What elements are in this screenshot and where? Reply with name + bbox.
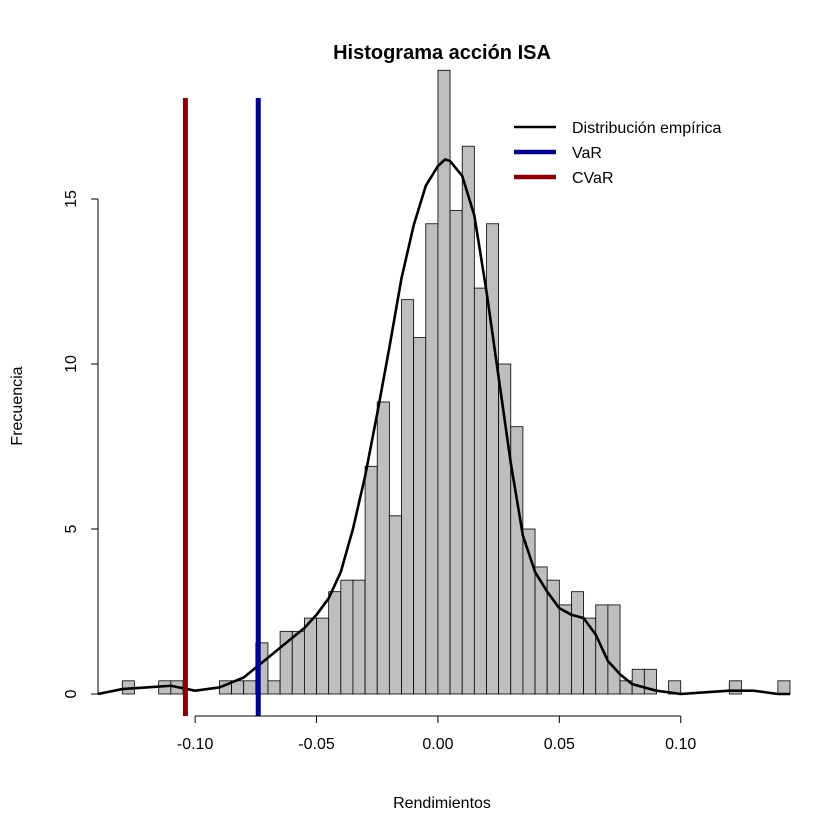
x-axis: -0.10 -0.05 0.00 0.05 0.10 [177, 715, 696, 753]
histogram-bar [328, 591, 342, 695]
histogram-bar [340, 579, 354, 695]
histogram-bar [243, 680, 257, 695]
histogram-bar [583, 617, 597, 695]
histogram-bar [558, 604, 572, 695]
histogram-bar [607, 604, 621, 695]
y-tick-label: 10 [63, 355, 80, 373]
histogram-bar [352, 579, 366, 695]
histogram-bar [364, 465, 378, 695]
chart-title: Histograma acción ISA [333, 42, 551, 64]
legend-label: VaR [572, 145, 602, 162]
histogram-bar [449, 210, 463, 695]
histogram-bar [413, 337, 427, 695]
x-axis-label: Rendimientos [393, 795, 491, 812]
histogram-bar [316, 617, 330, 695]
histogram-bar [728, 680, 742, 695]
legend: Distribución empírica VaR CVaR [514, 120, 721, 187]
histogram-bar [401, 299, 415, 695]
histogram-bar [461, 145, 475, 695]
x-tick-label: -0.05 [298, 736, 335, 753]
density-curve [97, 158, 790, 696]
histogram-bar [534, 566, 548, 695]
histogram-bar [546, 579, 560, 695]
x-tick-label: 0.00 [422, 736, 453, 753]
histogram-bar [303, 617, 317, 695]
x-tick-label: 0.05 [544, 736, 575, 753]
histogram-bar [388, 515, 402, 695]
legend-label: Distribución empírica [572, 120, 721, 137]
x-tick-label: -0.10 [177, 736, 214, 753]
histogram-bar [473, 287, 487, 695]
histogram-bar [425, 223, 439, 695]
legend-label: CVaR [572, 170, 614, 187]
histogram-bar [571, 591, 585, 695]
y-tick-label: 5 [63, 524, 80, 533]
x-tick-label: 0.10 [665, 736, 696, 753]
density-curve-group [97, 158, 790, 696]
histogram-bar [267, 680, 281, 695]
histogram-bars [121, 69, 791, 695]
histogram-bar [291, 630, 305, 695]
y-tick-label: 15 [63, 190, 80, 208]
histogram-bar [631, 668, 645, 695]
risk-lines [182, 98, 261, 716]
y-axis: 0 5 10 15 [63, 190, 99, 698]
y-axis-label: Frecuencia [9, 366, 26, 445]
histogram-bar [777, 680, 791, 695]
histogram-bar [376, 401, 390, 695]
histogram-bar [486, 223, 500, 695]
y-tick-label: 0 [63, 689, 80, 698]
